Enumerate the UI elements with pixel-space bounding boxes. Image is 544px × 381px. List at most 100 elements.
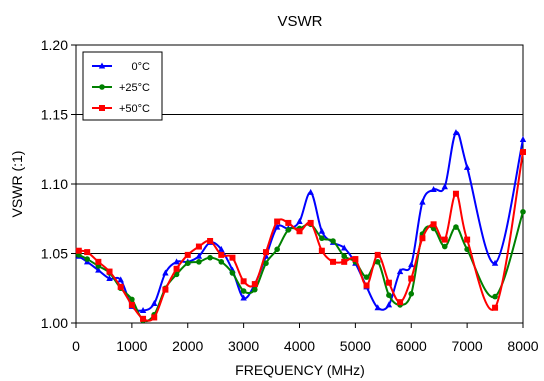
y-axis-label: VSWR (:1)	[9, 151, 25, 218]
y-tick-label: 1.00	[41, 315, 68, 331]
data-point	[95, 258, 102, 265]
data-point	[396, 268, 404, 275]
data-point	[408, 275, 415, 282]
data-point	[263, 260, 269, 267]
legend-label: +25°C	[119, 82, 150, 94]
data-point	[464, 246, 470, 253]
x-axis-label: FREQUENCY (MHz)	[235, 362, 365, 378]
data-point	[229, 254, 236, 261]
data-point	[173, 265, 180, 272]
y-tick-label: 1.20	[41, 37, 68, 53]
data-point	[491, 259, 499, 266]
data-point	[363, 274, 370, 280]
data-point	[262, 249, 269, 256]
data-point	[520, 149, 526, 156]
data-point	[419, 198, 426, 205]
legend-item: +25°C	[92, 82, 150, 94]
legend-item: 0°C	[92, 61, 150, 73]
data-point	[84, 249, 91, 256]
data-point	[184, 260, 191, 267]
data-point	[430, 221, 437, 228]
data-point	[95, 266, 102, 273]
data-point	[84, 256, 90, 262]
data-point	[463, 163, 471, 170]
data-point	[318, 247, 325, 254]
data-point	[285, 219, 292, 226]
data-point	[363, 282, 370, 289]
data-point	[173, 258, 180, 265]
data-point	[75, 247, 82, 254]
x-tick-label: 0	[72, 338, 80, 354]
data-point	[162, 286, 169, 293]
data-point	[240, 288, 247, 294]
data-point	[285, 227, 292, 233]
data-point	[117, 283, 124, 290]
data-point	[195, 252, 203, 259]
data-point	[430, 186, 437, 193]
y-tick-label: 1.05	[41, 246, 68, 262]
data-point	[274, 246, 280, 253]
x-tick-label: 2000	[172, 338, 203, 354]
data-point	[296, 218, 303, 225]
data-point	[519, 136, 527, 143]
data-point	[330, 258, 337, 265]
x-tick-label: 4000	[284, 338, 315, 354]
x-tick-label: 5000	[340, 338, 371, 354]
data-point	[341, 253, 348, 260]
x-tick-label: 8000	[507, 338, 538, 354]
data-point	[453, 224, 459, 230]
legend-item: +50°C	[92, 103, 150, 115]
data-point	[492, 293, 498, 300]
data-point	[452, 129, 460, 136]
data-point	[140, 315, 147, 322]
data-point	[117, 276, 124, 283]
data-point	[441, 236, 448, 243]
data-point	[319, 235, 325, 242]
data-point	[162, 269, 169, 276]
data-point	[386, 292, 392, 299]
x-tick-label: 3000	[228, 338, 259, 354]
y-axis-ticks: 1.00 1.05 1.10 1.15 1.20	[41, 37, 76, 331]
data-point	[441, 243, 448, 250]
data-point	[341, 258, 348, 265]
x-tick-label: 1000	[116, 338, 147, 354]
data-point	[464, 236, 471, 243]
data-point	[129, 296, 135, 303]
data-point	[207, 254, 213, 261]
legend-marker	[98, 62, 106, 69]
data-point	[106, 268, 113, 275]
data-point	[374, 251, 381, 258]
chart-title: VSWR	[278, 13, 323, 30]
series-2	[75, 149, 526, 322]
data-point	[184, 251, 191, 258]
data-point	[330, 238, 336, 244]
data-point	[419, 235, 426, 242]
legend-label: +50°C	[119, 103, 150, 115]
x-tick-label: 6000	[396, 338, 427, 354]
data-point	[452, 190, 459, 197]
data-point	[341, 244, 348, 251]
data-point	[397, 299, 404, 306]
data-point	[128, 301, 135, 308]
data-point	[251, 281, 258, 288]
data-point	[307, 188, 314, 195]
data-point	[218, 251, 225, 258]
data-point	[520, 209, 526, 215]
data-point	[252, 286, 258, 293]
data-point	[352, 256, 359, 263]
data-point	[307, 219, 314, 226]
data-point	[139, 306, 147, 313]
data-point	[273, 223, 281, 230]
data-point	[408, 291, 415, 297]
data-point	[274, 218, 281, 225]
data-point	[196, 259, 202, 265]
data-point	[218, 259, 225, 265]
y-tick-label: 1.15	[41, 107, 68, 123]
data-point	[106, 275, 113, 282]
legend-marker	[99, 84, 105, 90]
data-point	[385, 279, 392, 286]
data-point	[195, 243, 202, 250]
data-point	[408, 261, 415, 268]
data-point	[296, 228, 303, 235]
